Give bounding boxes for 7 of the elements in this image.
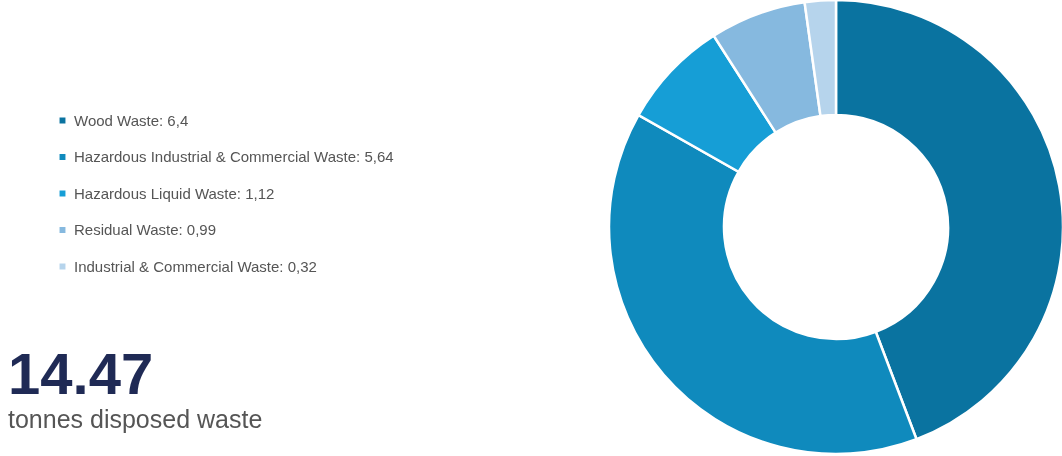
- legend-label: Hazardous Liquid Waste: 1,12: [74, 184, 275, 202]
- text: 14.47: [8, 341, 154, 406]
- legend-label: Industrial & Commercial Waste: 0,32: [74, 257, 317, 275]
- legend-label: Residual Waste: 0,99: [74, 221, 217, 238]
- legend-label: Wood Waste: 6,4: [74, 111, 189, 129]
- legend-label: Hazardous Industrial & Commercial Waste: 5,64: [74, 148, 394, 165]
- text: tonnes disposed waste: [8, 404, 263, 434]
